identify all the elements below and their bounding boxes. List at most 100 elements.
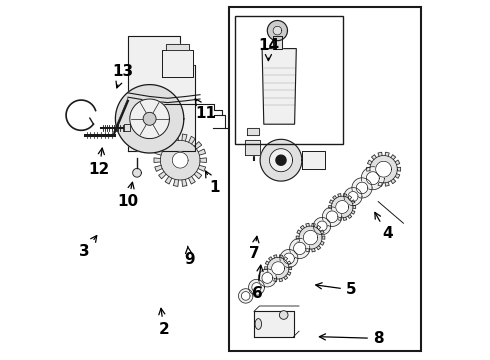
Polygon shape (279, 255, 283, 258)
Polygon shape (273, 255, 277, 258)
Polygon shape (297, 230, 301, 234)
Text: 12: 12 (89, 148, 110, 177)
Polygon shape (182, 134, 187, 141)
Polygon shape (329, 200, 333, 203)
Polygon shape (154, 158, 161, 162)
Polygon shape (317, 246, 320, 250)
Text: 14: 14 (258, 37, 279, 60)
Polygon shape (314, 217, 331, 235)
Polygon shape (265, 267, 268, 270)
Polygon shape (320, 242, 324, 245)
Polygon shape (242, 292, 250, 300)
Polygon shape (289, 267, 292, 270)
Polygon shape (329, 206, 331, 208)
Polygon shape (351, 200, 355, 203)
Polygon shape (348, 195, 352, 199)
Polygon shape (294, 242, 306, 255)
Polygon shape (348, 192, 358, 202)
Polygon shape (326, 211, 338, 222)
Polygon shape (336, 201, 349, 213)
Polygon shape (331, 196, 353, 218)
Text: 4: 4 (375, 212, 392, 242)
Polygon shape (329, 211, 333, 214)
Polygon shape (312, 223, 315, 227)
Polygon shape (262, 273, 273, 283)
Polygon shape (290, 238, 310, 258)
Polygon shape (279, 278, 283, 282)
Polygon shape (269, 276, 272, 280)
Polygon shape (322, 207, 342, 226)
Polygon shape (300, 225, 304, 229)
Polygon shape (356, 182, 368, 194)
Polygon shape (284, 253, 294, 264)
Polygon shape (376, 161, 392, 177)
Polygon shape (287, 261, 291, 265)
Polygon shape (280, 249, 298, 267)
Polygon shape (247, 128, 259, 135)
Polygon shape (296, 236, 299, 239)
Polygon shape (348, 215, 352, 219)
Text: 3: 3 (79, 235, 97, 260)
Polygon shape (284, 276, 288, 280)
Polygon shape (306, 248, 309, 252)
Polygon shape (270, 149, 293, 172)
Polygon shape (367, 172, 379, 185)
Polygon shape (252, 283, 261, 292)
Bar (235, 16, 343, 144)
Polygon shape (322, 236, 325, 239)
Text: 8: 8 (319, 331, 384, 346)
Polygon shape (268, 21, 288, 41)
Polygon shape (353, 206, 356, 208)
Polygon shape (395, 174, 400, 178)
Polygon shape (160, 140, 200, 180)
Bar (229, 7, 421, 351)
Polygon shape (300, 246, 304, 250)
Polygon shape (239, 289, 253, 303)
Polygon shape (266, 261, 269, 265)
Polygon shape (128, 36, 195, 151)
Polygon shape (333, 195, 337, 199)
Polygon shape (200, 158, 206, 162)
Polygon shape (385, 152, 389, 156)
Polygon shape (165, 136, 172, 144)
Polygon shape (258, 269, 276, 287)
Polygon shape (254, 311, 294, 337)
Polygon shape (371, 155, 376, 159)
Polygon shape (397, 167, 401, 171)
Polygon shape (312, 248, 315, 252)
Polygon shape (166, 44, 189, 50)
Text: 2: 2 (159, 308, 170, 337)
Text: 7: 7 (249, 236, 259, 261)
Polygon shape (198, 165, 206, 171)
Polygon shape (338, 194, 341, 197)
Polygon shape (260, 139, 302, 181)
Polygon shape (378, 152, 382, 156)
Text: 9: 9 (184, 246, 195, 267)
Polygon shape (189, 176, 196, 184)
Polygon shape (248, 279, 265, 295)
Polygon shape (352, 178, 372, 198)
Polygon shape (367, 167, 370, 171)
Polygon shape (245, 140, 261, 155)
Polygon shape (262, 49, 296, 124)
Text: 1: 1 (206, 171, 220, 195)
Polygon shape (165, 176, 172, 184)
Polygon shape (133, 168, 141, 177)
Polygon shape (338, 217, 341, 220)
Polygon shape (271, 262, 285, 275)
Polygon shape (378, 182, 382, 186)
Polygon shape (198, 149, 206, 155)
Polygon shape (130, 99, 170, 139)
Polygon shape (391, 155, 396, 159)
Ellipse shape (255, 319, 262, 329)
Polygon shape (155, 149, 162, 155)
Polygon shape (159, 172, 166, 179)
Polygon shape (297, 242, 301, 245)
Polygon shape (162, 50, 193, 77)
Polygon shape (343, 194, 346, 197)
Polygon shape (194, 172, 202, 179)
Text: 13: 13 (112, 64, 133, 88)
Text: 11: 11 (195, 99, 216, 121)
Polygon shape (343, 217, 346, 220)
Polygon shape (155, 165, 162, 171)
